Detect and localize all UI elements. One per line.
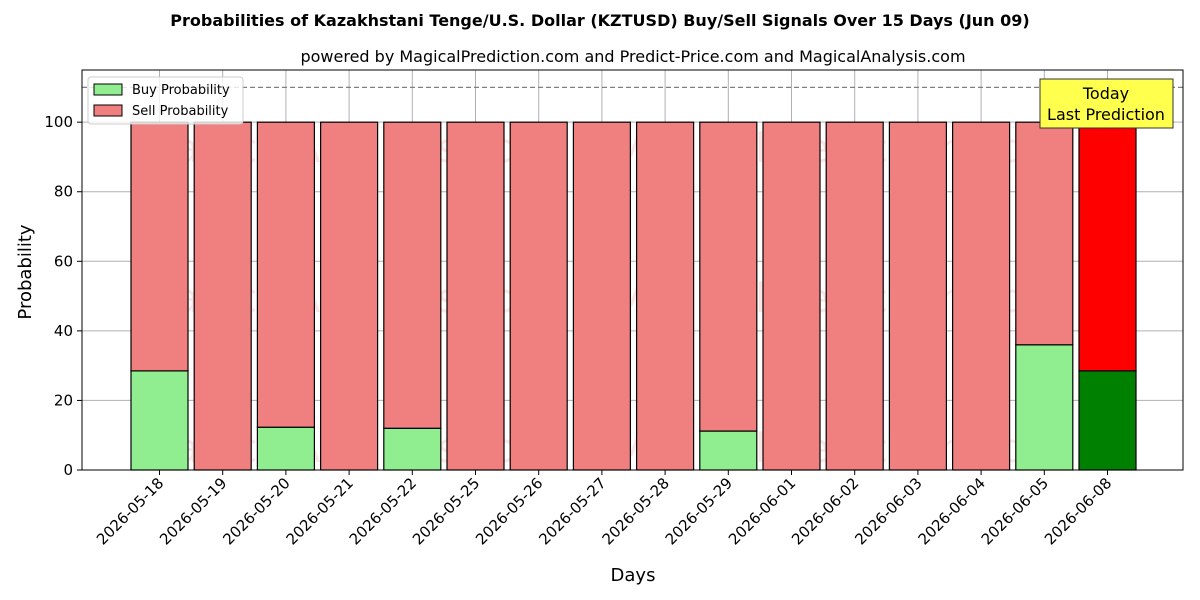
bar-sell — [256, 121, 315, 428]
y-tick-label: 100 — [44, 113, 73, 131]
bar-sell — [509, 121, 568, 471]
legend-box — [87, 76, 244, 125]
today-annotation: Today Last Prediction — [1039, 78, 1174, 129]
x-tick-label: 2026-06-03 — [851, 474, 925, 548]
legend: Buy Probability Sell Probability — [87, 76, 244, 125]
x-tick-label: 2026-05-27 — [535, 474, 609, 548]
x-axis-label: Days — [611, 565, 656, 586]
legend-swatch — [93, 83, 123, 96]
x-tick-label: 2026-05-18 — [93, 474, 167, 548]
x-tick-label: 2026-05-22 — [346, 474, 420, 548]
bar-sell — [635, 121, 695, 471]
annotation-text: Last Prediction — [1047, 105, 1165, 124]
legend-label: Sell Probability — [132, 104, 229, 119]
bar-sell — [825, 121, 884, 471]
x-tick-label: 2026-05-26 — [472, 474, 546, 548]
y-axis: 0 20 40 60 80 100 — [44, 113, 82, 479]
bar-sell — [699, 121, 758, 432]
bar-sell — [193, 121, 252, 471]
bar-sell — [572, 121, 632, 471]
x-tick-label: 2026-05-21 — [283, 474, 357, 548]
x-tick-label: 2026-05-28 — [599, 474, 673, 548]
x-tick-label: 2026-06-05 — [978, 474, 1052, 548]
x-tick-label: 2026-05-29 — [662, 474, 736, 548]
x-tick-label: 2026-06-01 — [725, 474, 799, 548]
bar-sell — [446, 121, 505, 471]
y-tick-label: 80 — [54, 183, 73, 201]
x-tick-label: 2026-06-02 — [788, 474, 862, 548]
legend-swatch — [93, 104, 123, 117]
bar-sell — [951, 121, 1011, 471]
legend-label: Buy Probability — [132, 83, 230, 98]
bar-buy — [1078, 370, 1137, 471]
x-axis: 2026-05-182026-05-192026-05-202026-05-21… — [93, 470, 1115, 548]
y-tick-label: 20 — [54, 391, 73, 409]
y-axis-label: Probability — [15, 224, 36, 319]
plot-frame — [81, 69, 1184, 471]
bar-sell — [888, 121, 948, 471]
chart-subtitle: powered by MagicalPrediction.com and Pre… — [300, 47, 965, 66]
bar-sell — [130, 121, 189, 372]
bar-buy — [130, 370, 189, 471]
x-tick-label: 2026-06-04 — [915, 474, 989, 548]
x-tick-label: 2026-06-08 — [1041, 474, 1115, 548]
x-tick-label: 2026-05-25 — [409, 474, 483, 548]
bar-sell — [1015, 121, 1074, 346]
bar-sell — [320, 121, 379, 471]
bar-sell — [762, 121, 821, 471]
x-tick-label: 2026-05-19 — [156, 474, 230, 548]
y-tick-label: 0 — [63, 461, 73, 479]
bar-sell — [383, 121, 442, 429]
annotation-box — [1039, 78, 1174, 129]
y-tick-label: 40 — [54, 322, 73, 340]
bar-sell — [1078, 121, 1137, 372]
chart-title: Probabilities of Kazakhstani Tenge/U.S. … — [170, 11, 1029, 30]
bar-buy — [1015, 344, 1074, 471]
x-tick-label: 2026-05-20 — [219, 474, 293, 548]
bar-buy — [383, 427, 442, 471]
annotation-text: Today — [1082, 84, 1129, 103]
y-tick-label: 60 — [54, 252, 73, 270]
bar-buy — [256, 426, 315, 471]
bar-buy — [699, 430, 758, 471]
bars — [130, 121, 1137, 471]
